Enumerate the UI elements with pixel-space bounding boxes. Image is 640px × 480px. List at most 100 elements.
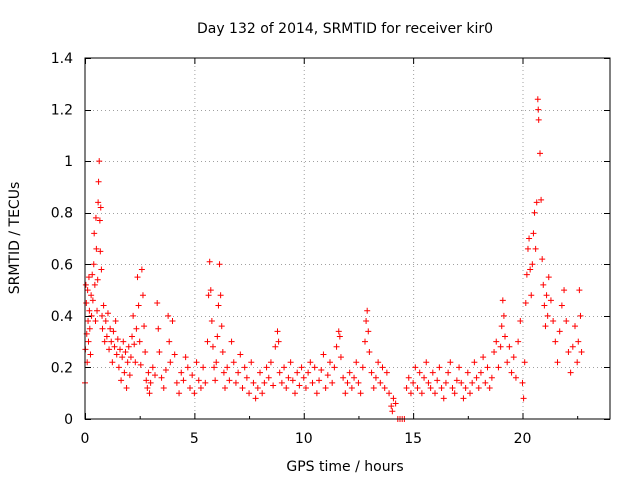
data-point: [241, 364, 248, 371]
data-point: [359, 364, 366, 371]
data-point: [515, 338, 522, 345]
data-point: [86, 325, 93, 332]
data-point: [523, 271, 530, 278]
data-point: [510, 354, 517, 361]
data-point: [300, 374, 307, 381]
data-point: [176, 390, 183, 397]
data-point: [368, 369, 375, 376]
data-point: [82, 281, 89, 288]
data-point: [320, 351, 327, 358]
data-point: [239, 385, 246, 392]
data-point: [276, 369, 283, 376]
data-point: [375, 359, 382, 366]
data-point: [124, 359, 131, 366]
data-point: [160, 385, 167, 392]
data-point: [311, 364, 318, 371]
data-point: [94, 307, 101, 314]
data-point: [165, 312, 172, 319]
data-point: [182, 354, 189, 361]
data-point: [115, 364, 122, 371]
data-point: [243, 374, 250, 381]
data-point: [519, 379, 526, 386]
data-point: [449, 385, 456, 392]
data-point: [298, 364, 305, 371]
data-point: [324, 372, 331, 379]
data-point: [569, 343, 576, 350]
data-point: [146, 390, 153, 397]
data-point: [432, 390, 438, 397]
data-point: [110, 328, 117, 335]
data-point: [99, 312, 106, 319]
data-point: [219, 348, 226, 355]
data-point: [527, 266, 534, 273]
data-point: [275, 338, 282, 345]
data-point: [143, 377, 150, 384]
data-point: [534, 96, 541, 103]
data-point: [524, 245, 531, 252]
data-point: [407, 390, 414, 397]
data-point: [440, 395, 447, 402]
data-point: [351, 374, 358, 381]
data-point: [337, 354, 344, 361]
data-point: [500, 312, 507, 319]
data-point: [205, 292, 212, 299]
data-point: [136, 338, 143, 345]
data-point: [462, 385, 469, 392]
data-point: [95, 199, 102, 206]
data-point: [292, 390, 298, 397]
data-point: [149, 364, 156, 371]
data-point: [405, 374, 412, 381]
data-point: [100, 302, 107, 309]
data-point: [96, 217, 103, 224]
data-point: [475, 385, 482, 392]
data-point: [167, 359, 174, 366]
data-point: [495, 364, 502, 371]
plot-frame: [84, 57, 611, 420]
data-point: [574, 359, 581, 366]
data-point: [512, 374, 519, 381]
data-point: [453, 377, 460, 384]
data-point: [127, 354, 134, 361]
data-point: [204, 338, 211, 345]
data-point: [392, 400, 399, 407]
data-point: [535, 116, 542, 123]
data-point: [540, 281, 547, 288]
data-point: [302, 385, 309, 392]
data-point: [482, 379, 489, 386]
data-point: [572, 323, 578, 330]
data-point: [484, 364, 491, 371]
data-point: [109, 359, 116, 366]
grid-lines: [85, 58, 610, 419]
data-point: [506, 343, 513, 350]
data-point: [336, 333, 343, 340]
data-point: [331, 364, 338, 371]
data-point: [135, 302, 142, 309]
data-point: [212, 377, 219, 384]
data-point: [383, 369, 390, 376]
data-point: [366, 348, 373, 355]
data-point: [528, 292, 535, 299]
data-point: [467, 390, 473, 397]
data-point: [88, 312, 95, 319]
x-tick-label: 5: [190, 431, 199, 447]
data-point: [85, 338, 92, 345]
data-point: [340, 374, 347, 381]
data-point: [305, 369, 312, 376]
data-point: [529, 261, 536, 268]
data-point: [274, 328, 281, 335]
data-point: [98, 266, 105, 273]
data-point: [145, 369, 152, 376]
data-point: [520, 395, 527, 402]
data-point: [207, 287, 214, 294]
data-point: [85, 274, 92, 281]
data-point: [259, 390, 266, 397]
data-point: [92, 214, 99, 221]
data-point: [346, 369, 353, 376]
y-tick-label: 0: [64, 412, 73, 428]
data-point: [307, 359, 314, 366]
data-point: [144, 385, 151, 392]
data-point: [86, 307, 93, 314]
data-point: [488, 374, 495, 381]
data-point: [563, 318, 570, 325]
data-point: [126, 372, 133, 379]
